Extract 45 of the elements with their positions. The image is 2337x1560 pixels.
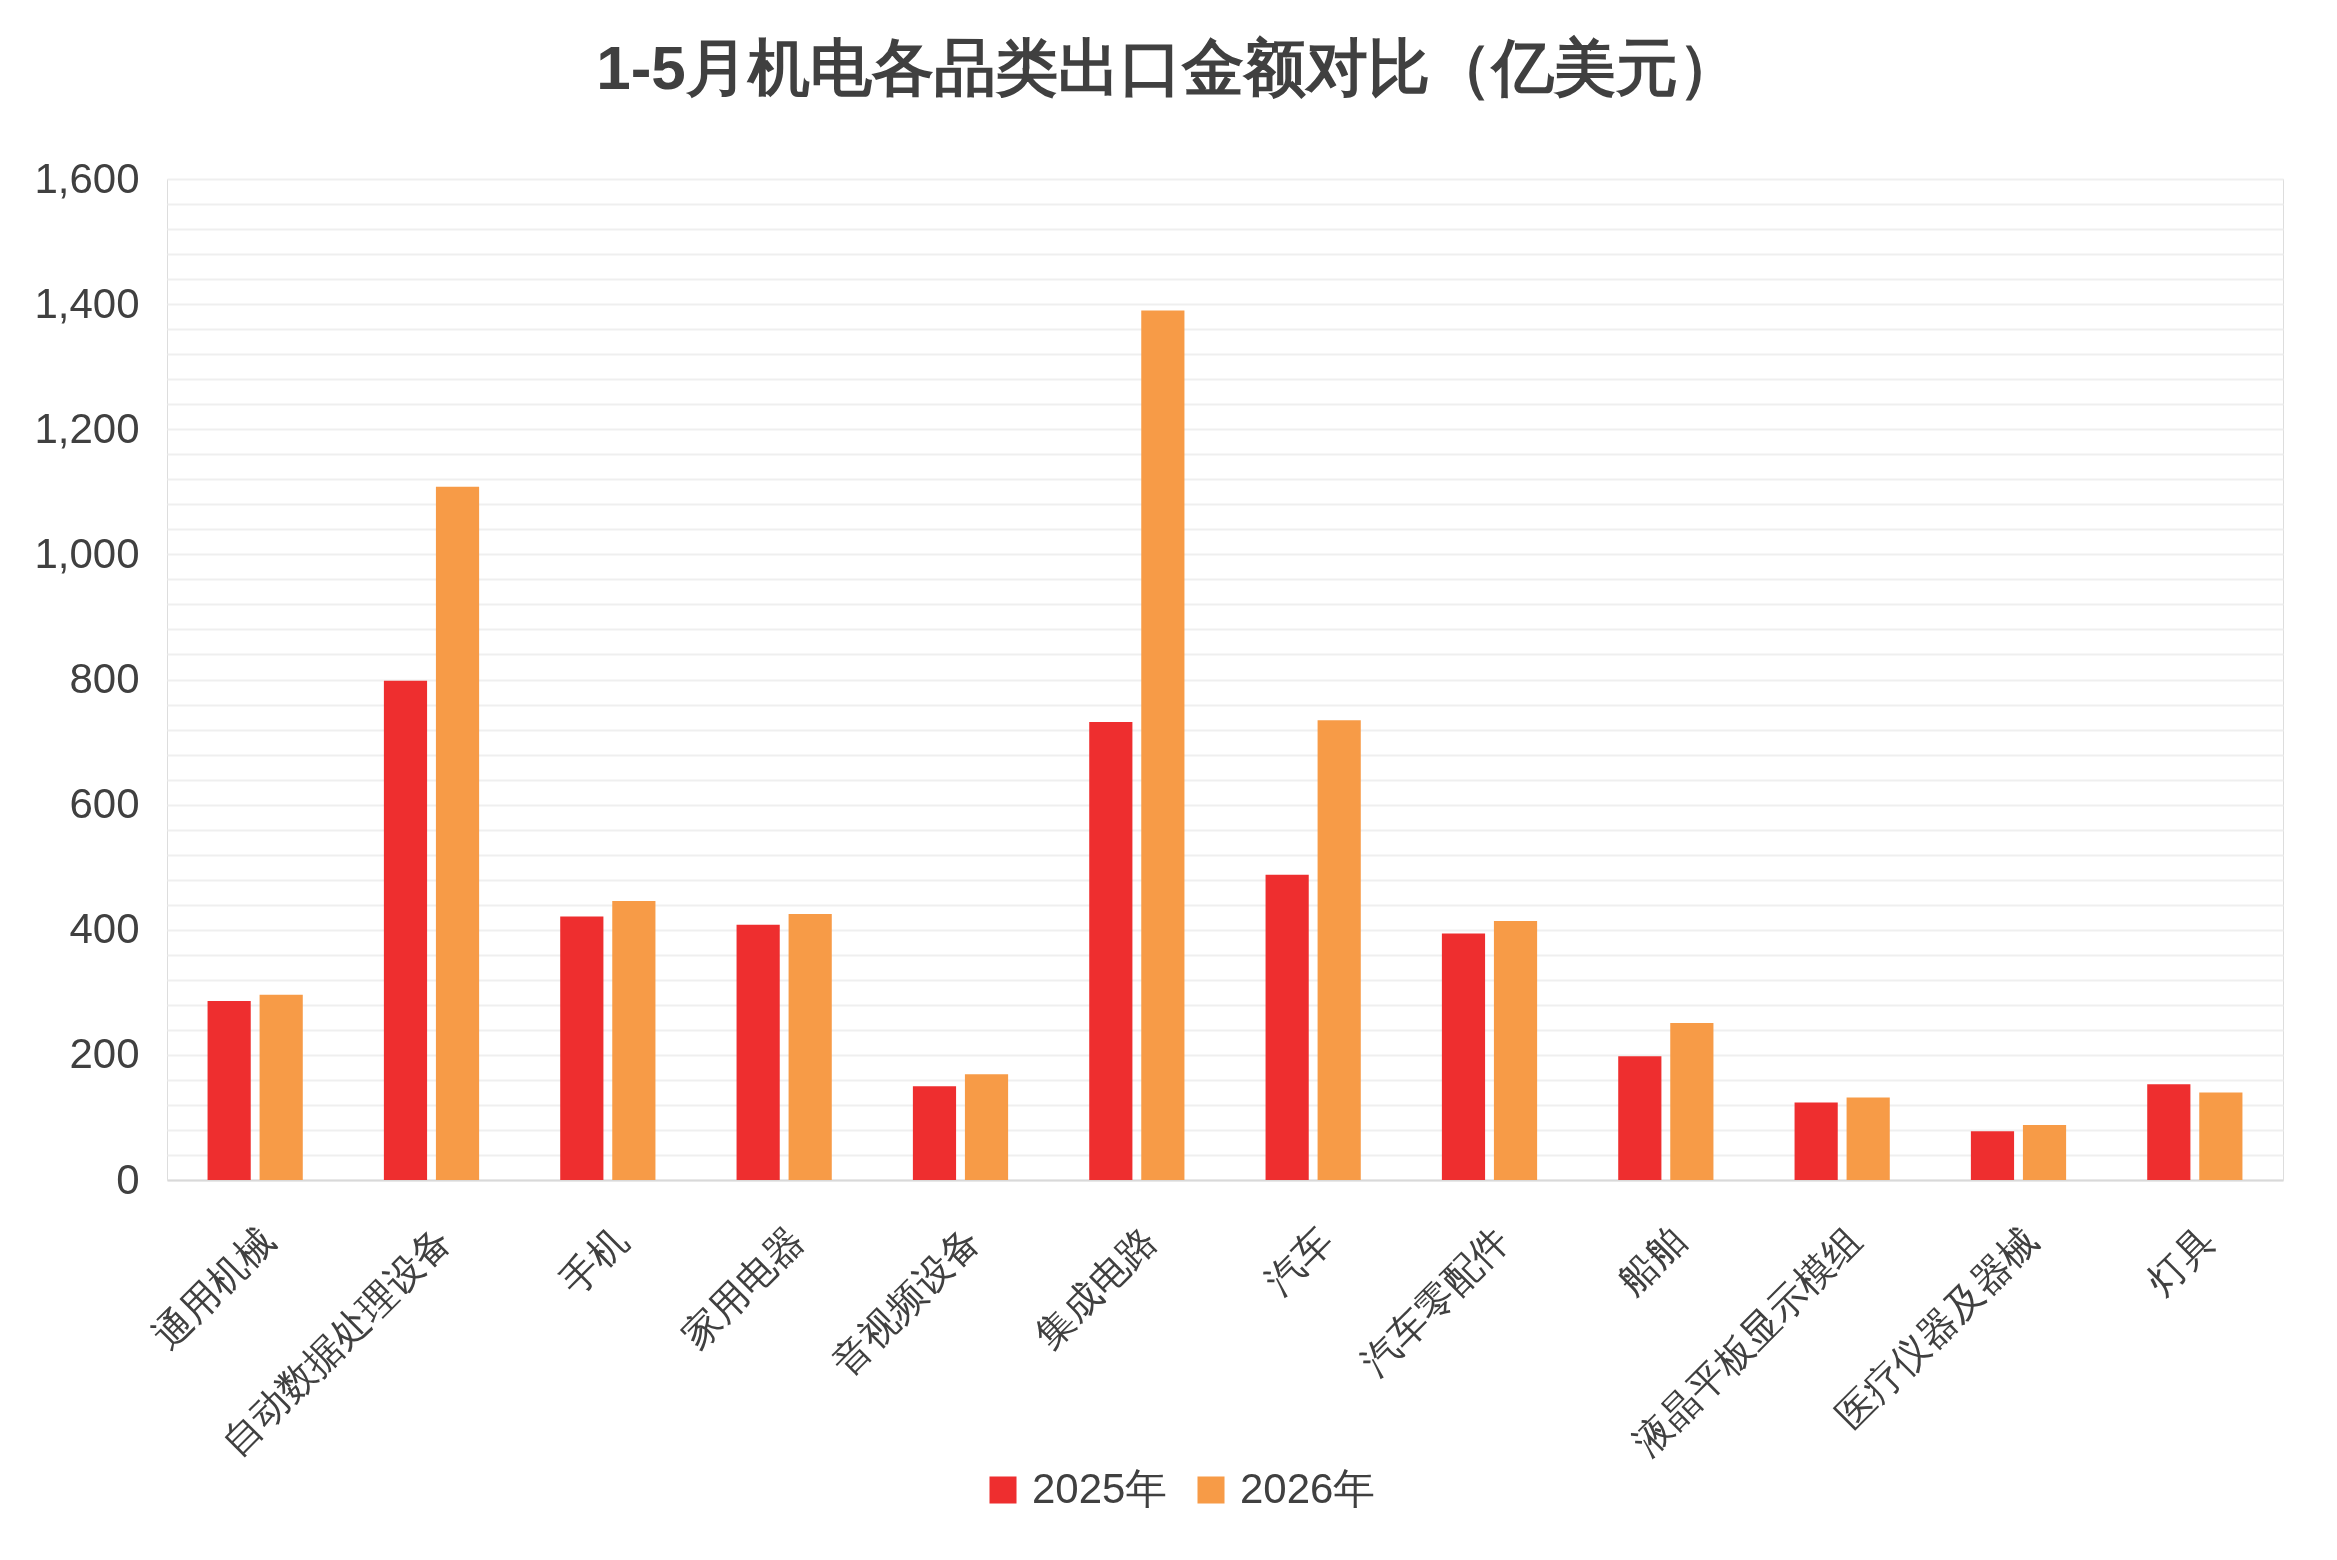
y-tick-label: 0 bbox=[116, 1155, 140, 1203]
y-tick-label: 800 bbox=[69, 655, 140, 702]
bar bbox=[612, 900, 656, 1180]
bar bbox=[435, 486, 480, 1180]
bar bbox=[1317, 720, 1361, 1180]
bar bbox=[1141, 310, 1185, 1180]
bar bbox=[259, 994, 303, 1180]
x-tick-label: 汽车 bbox=[1257, 1219, 1341, 1303]
bar bbox=[383, 680, 428, 1180]
x-tick-label: 集成电路 bbox=[1027, 1219, 1165, 1357]
y-tick-label: 1,000 bbox=[34, 529, 140, 577]
bar bbox=[1089, 722, 1133, 1180]
x-tick-label: 通用机械 bbox=[145, 1219, 283, 1357]
legend-label: 2026年 bbox=[1240, 1465, 1376, 1512]
x-tick-label: 家用电器 bbox=[674, 1219, 812, 1357]
y-tick-label: 1,200 bbox=[34, 404, 140, 452]
x-tick-label: 音视频设备 bbox=[823, 1219, 988, 1384]
bar bbox=[2022, 1124, 2067, 1180]
bar bbox=[2199, 1092, 2243, 1180]
bar bbox=[1441, 933, 1486, 1180]
bar bbox=[912, 1086, 957, 1180]
x-tick-label: 手机 bbox=[551, 1219, 636, 1303]
y-tick-label: 1,400 bbox=[34, 279, 140, 327]
x-tick-label: 汽车零配件 bbox=[1352, 1219, 1517, 1384]
bar bbox=[207, 1001, 251, 1180]
y-tick-label: 400 bbox=[69, 905, 140, 953]
x-tick-label: 船舶 bbox=[1609, 1219, 1694, 1303]
bar bbox=[1970, 1131, 2015, 1180]
bar bbox=[1846, 1097, 1890, 1180]
x-tick-label: 灯具 bbox=[2138, 1219, 2223, 1303]
bar bbox=[2147, 1084, 2191, 1180]
bar bbox=[736, 924, 780, 1180]
bar bbox=[560, 916, 604, 1180]
legend-label: 2025年 bbox=[1032, 1465, 1168, 1512]
bar bbox=[964, 1074, 1009, 1180]
chart-title: 1-5月机电各品类出口金额对比（亿美元） bbox=[596, 33, 1740, 102]
y-tick-label: 600 bbox=[69, 780, 140, 828]
bar bbox=[1265, 874, 1309, 1180]
bar bbox=[1493, 920, 1538, 1180]
bar bbox=[788, 914, 832, 1180]
bar bbox=[1670, 1022, 1714, 1180]
bar bbox=[1794, 1102, 1838, 1180]
bar bbox=[1618, 1056, 1662, 1180]
y-tick-label: 1,600 bbox=[34, 154, 140, 202]
y-tick-label: 200 bbox=[69, 1030, 140, 1078]
